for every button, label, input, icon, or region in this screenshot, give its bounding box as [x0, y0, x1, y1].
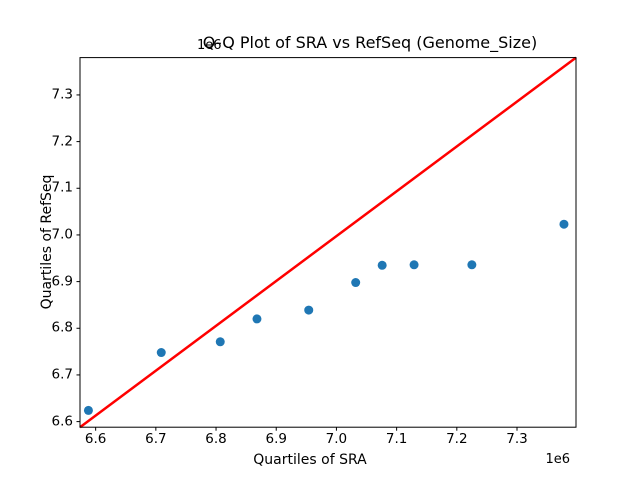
scatter-point: [559, 219, 569, 229]
y-tick-label: 6.7: [51, 366, 73, 383]
scatter-point: [156, 348, 166, 358]
y-tick-label: 6.6: [51, 412, 73, 429]
scatter-point: [215, 337, 225, 347]
x-tick-label: 7.0: [325, 431, 348, 447]
y-axis-offset-text: 1e6: [197, 38, 222, 53]
y-tick-label: 6.8: [51, 319, 73, 336]
y-tick-label: 7.3: [51, 86, 73, 103]
x-tick-label: 7.3: [506, 431, 528, 447]
reference-line: [79, 56, 577, 429]
x-tick-label: 6.6: [84, 431, 107, 447]
x-tick-label: 6.9: [265, 431, 287, 447]
y-tick-label: 7.0: [51, 226, 73, 243]
y-tick-label: 6.9: [51, 272, 73, 289]
scatter-point: [304, 305, 314, 315]
x-tick-label: 6.7: [145, 431, 167, 447]
scatter-point: [83, 405, 93, 415]
y-tick-label: 7.2: [51, 132, 73, 149]
chart-title: Q-Q Plot of SRA vs RefSeq (Genome_Size): [202, 33, 538, 52]
scatter-point: [409, 260, 419, 270]
x-tick-label: 6.8: [205, 431, 227, 447]
scatter-point: [351, 278, 361, 288]
scatter-point: [377, 260, 387, 270]
x-axis-label: Quartiles of SRA: [253, 452, 367, 468]
x-axis-offset-text: 1e6: [545, 452, 570, 467]
y-tick-label: 7.1: [51, 179, 73, 196]
x-tick-label: 7.1: [385, 431, 408, 447]
scatter-point: [252, 314, 262, 324]
x-tick-label: 7.2: [446, 431, 468, 447]
plot-frame: [79, 57, 577, 428]
scatter-point: [467, 260, 477, 270]
